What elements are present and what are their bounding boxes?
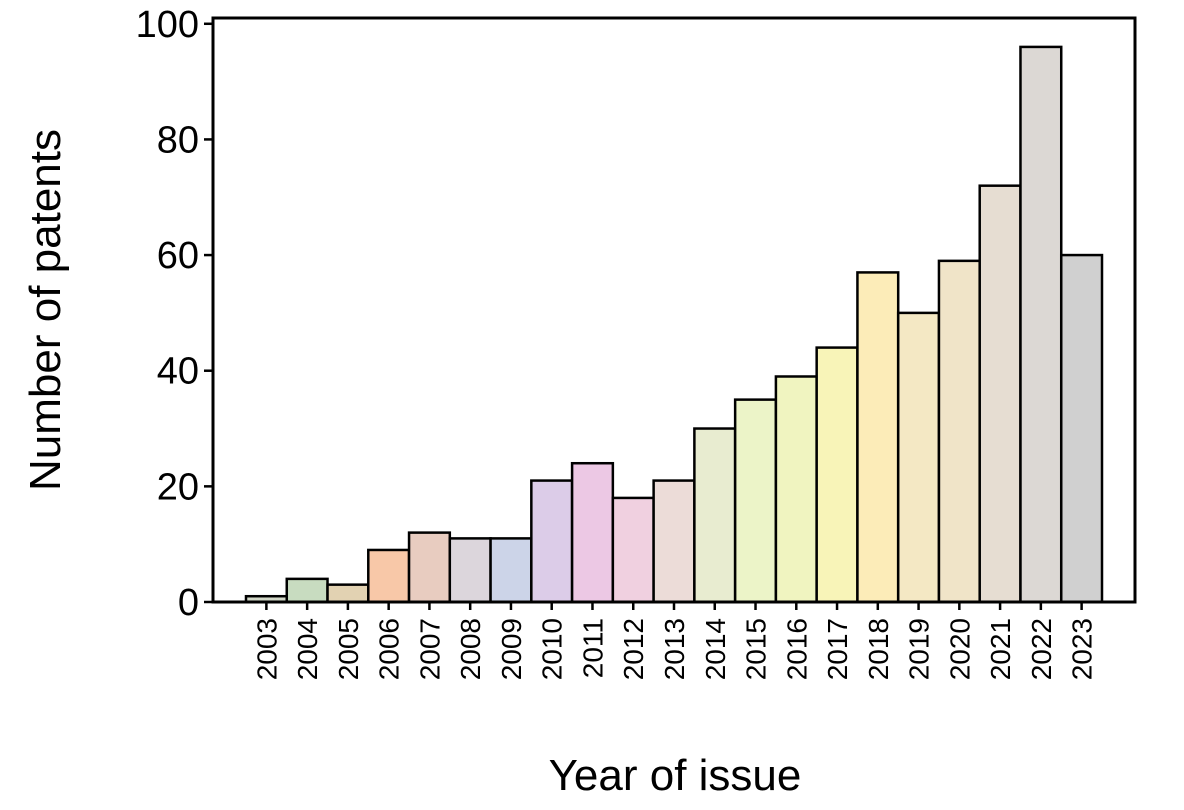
x-tick-label: 2015	[741, 618, 772, 680]
y-tick-label: 60	[157, 235, 199, 277]
plot-frame	[211, 16, 1137, 604]
x-tick-label: 2005	[333, 618, 364, 680]
x-tick-label: 2009	[496, 618, 527, 680]
y-tick-label: 40	[157, 351, 199, 393]
bar	[407, 531, 452, 604]
x-tick-label: 2003	[251, 618, 282, 680]
x-tick-label: 2012	[618, 618, 649, 680]
y-axis-title: Number of patents	[21, 129, 70, 491]
bar	[896, 311, 941, 604]
x-tick-label: 2008	[455, 618, 486, 680]
x-tick-label: 2010	[537, 618, 568, 680]
bar	[1059, 253, 1104, 604]
bar	[1019, 45, 1063, 604]
x-tick-label: 2023	[1067, 618, 1098, 680]
bar	[326, 583, 370, 604]
x-axis-title: Year of issue	[549, 751, 802, 800]
x-tick-label: 2011	[577, 618, 608, 678]
bar	[489, 537, 533, 604]
x-tick-label: 2021	[985, 618, 1016, 680]
y-tick-label: 80	[157, 119, 199, 161]
bar	[733, 398, 778, 604]
x-tick-label: 2016	[781, 618, 812, 680]
bar	[367, 548, 411, 604]
bar	[570, 461, 615, 604]
x-tick-label: 2014	[700, 618, 731, 680]
y-tick-label: 0	[178, 582, 199, 624]
y-tick-label: 20	[157, 466, 199, 508]
x-tick-label: 2017	[822, 618, 853, 680]
x-tick-label: 2019	[904, 618, 935, 680]
bar	[856, 271, 900, 604]
x-tick-label: 2020	[944, 618, 975, 680]
bar	[611, 496, 655, 604]
bar	[978, 184, 1022, 604]
bar	[530, 479, 574, 604]
y-tick-label: 100	[136, 4, 199, 46]
bar	[774, 375, 818, 604]
x-tick-label: 2007	[414, 618, 445, 680]
x-tick-label: 2018	[863, 618, 894, 680]
bar	[448, 537, 492, 604]
bar	[815, 346, 859, 604]
x-tick-label: 2004	[292, 618, 323, 680]
bar	[652, 479, 696, 604]
x-tick-label: 2006	[374, 618, 405, 680]
x-tick-label: 2013	[659, 618, 690, 680]
bar	[937, 259, 981, 604]
bar	[285, 577, 329, 604]
x-tick-label: 2022	[1026, 618, 1057, 680]
bar	[693, 427, 737, 604]
